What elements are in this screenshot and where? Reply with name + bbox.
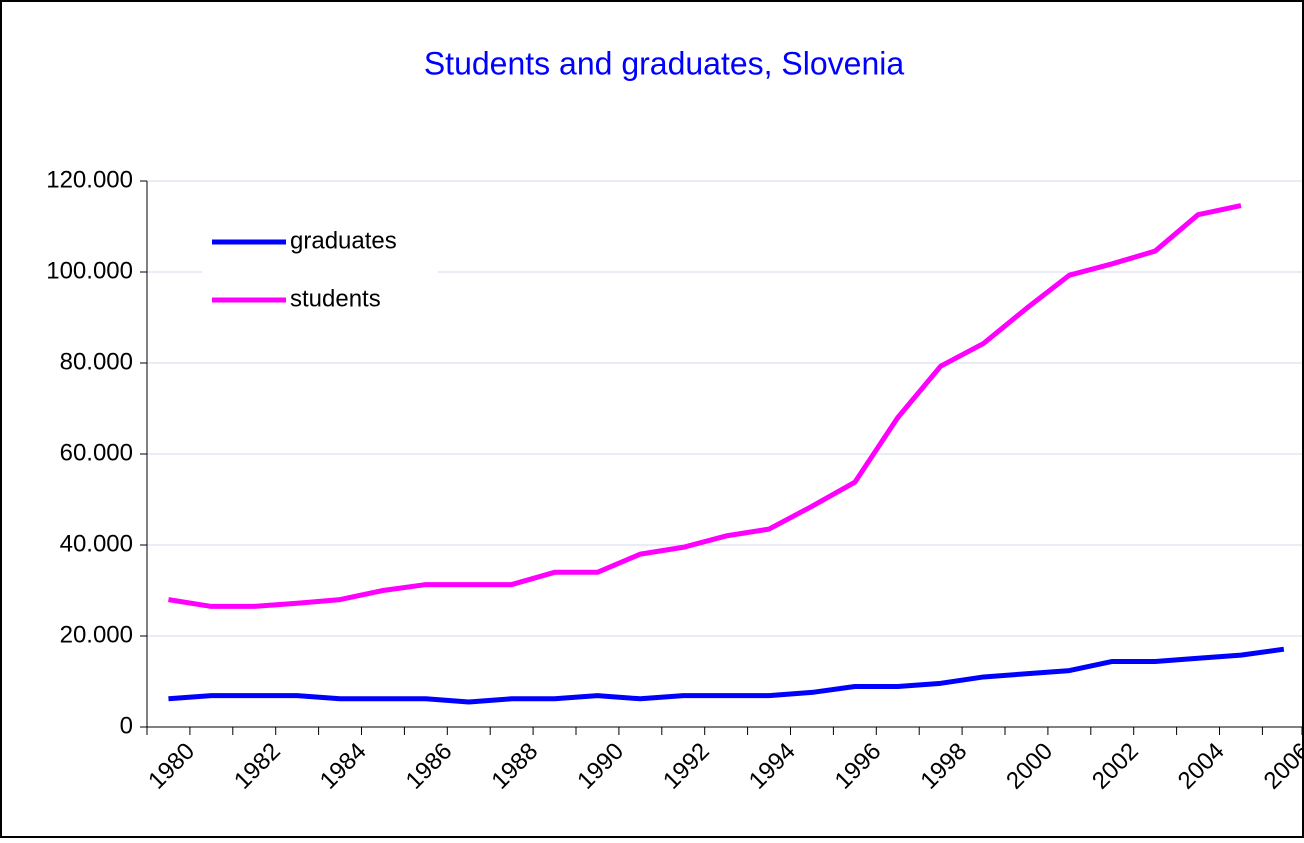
legend-label: students — [290, 285, 381, 312]
line-series — [168, 646, 1285, 705]
y-tick-label: 60.000 — [60, 439, 133, 466]
legend-label: graduates — [290, 227, 397, 254]
chart-title: Students and graduates, Slovenia — [424, 45, 905, 81]
y-tick-label: 40.000 — [60, 530, 133, 557]
y-tick-label: 100.000 — [46, 257, 133, 284]
y-tick-label: 20.000 — [60, 621, 133, 648]
y-tick-label: 0 — [120, 712, 133, 739]
line-series — [168, 203, 1242, 609]
y-tick-label: 80.000 — [60, 348, 133, 375]
y-tick-label: 120.000 — [46, 166, 133, 193]
legend-box — [202, 214, 438, 324]
